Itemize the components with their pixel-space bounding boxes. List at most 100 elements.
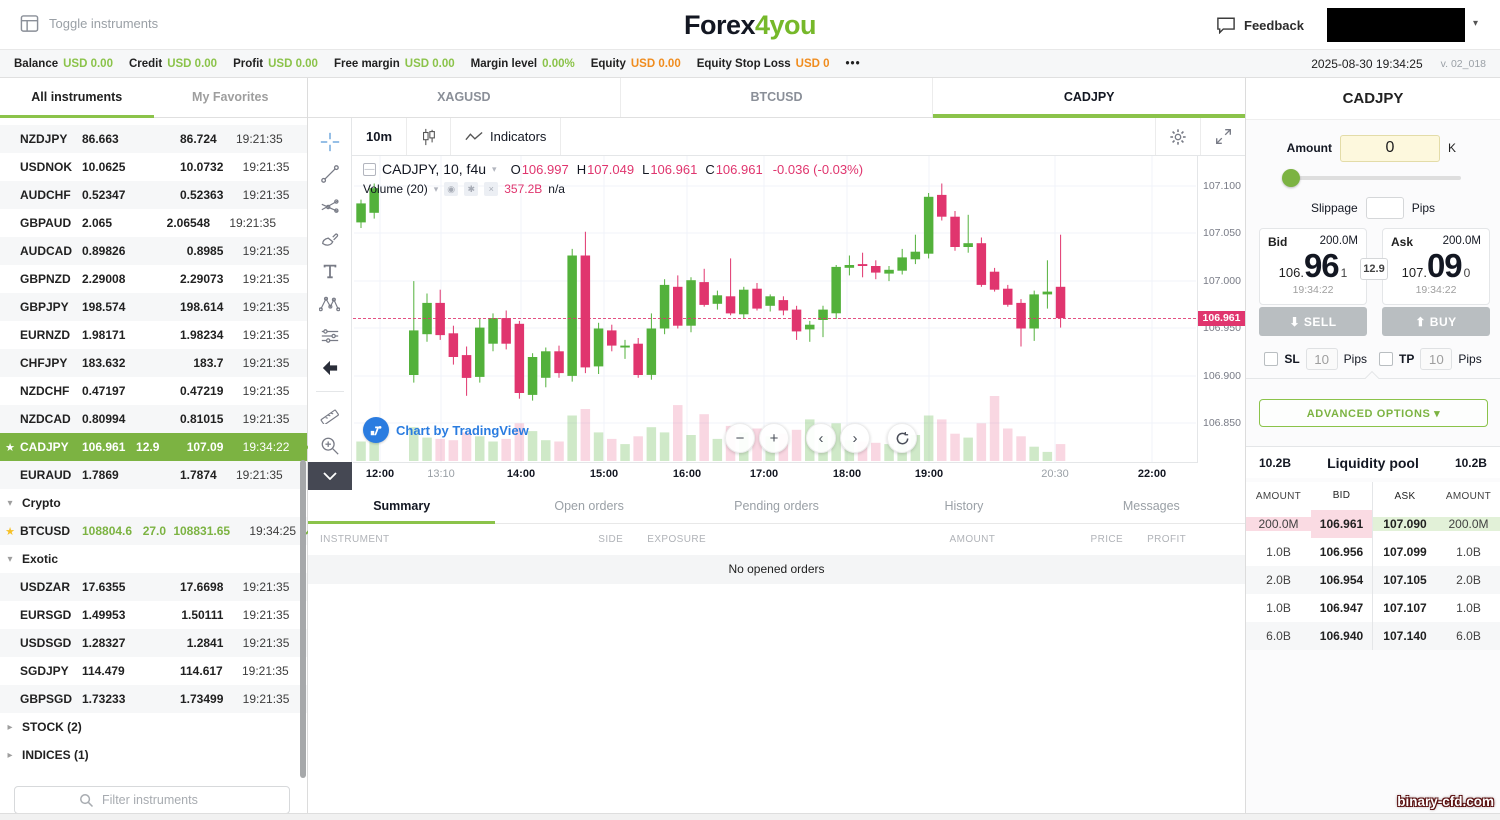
slider-knob[interactable] (1282, 169, 1300, 187)
tab-summary[interactable]: Summary (308, 490, 496, 524)
account-stat: Profit USD 0.00 (233, 58, 318, 70)
instrument-row-SGDJPY[interactable]: SGDJPY 114.479 114.617 19:21:35 (0, 657, 307, 685)
zoom-out-button[interactable]: − (725, 423, 755, 453)
instrument-row-NZDCAD[interactable]: NZDCAD 0.80994 0.81015 19:21:35 (0, 405, 307, 433)
account-stat: Credit USD 0.00 (129, 58, 217, 70)
sell-button[interactable]: ⬇ SELL (1259, 307, 1367, 336)
crosshair-icon[interactable] (313, 126, 347, 158)
toggle-instruments-button[interactable]: Toggle instruments (20, 14, 158, 33)
instrument-row-GBPAUD[interactable]: GBPAUD 2.065 2.06548 19:21:35 (0, 209, 307, 237)
instrument-row-USDNOK[interactable]: USDNOK 10.0625 10.0732 19:21:35 (0, 153, 307, 181)
instrument-row-GBPSGD[interactable]: GBPSGD 1.73233 1.73499 19:21:35 (0, 685, 307, 713)
instrument-row-AUDCHF[interactable]: AUDCHF 0.52347 0.52363 19:21:35 (0, 181, 307, 209)
favorite-star-icon[interactable]: ★ (5, 441, 15, 454)
indicators-button[interactable]: Indicators (451, 118, 562, 155)
chart-tab-BTCUSD[interactable]: BTCUSD (621, 78, 934, 117)
server-datetime: 2025-08-30 19:34:25 (1311, 56, 1423, 71)
close-icon[interactable]: × (484, 182, 499, 196)
instrument-row-GBPNZD[interactable]: GBPNZD 2.29008 2.29073 19:21:35 (0, 265, 307, 293)
price-axis[interactable]: 107.100 107.050 107.000 106.950 106.900 106.8… (1197, 156, 1245, 463)
visibility-icon[interactable]: ◉ (444, 182, 459, 196)
tab-messages[interactable]: Messages (1122, 499, 1180, 513)
instrument-row-EURNZD[interactable]: EURNZD 1.98171 1.98234 19:21:35 (0, 321, 307, 349)
collapse-toolbar-button[interactable] (308, 462, 352, 490)
arrow-left-icon[interactable] (313, 352, 347, 384)
instrument-row-NZDJPY[interactable]: NZDJPY 86.663 86.724 19:21:35 (0, 125, 307, 153)
chevron-down-icon[interactable]: ▾ (433, 183, 439, 194)
instrument-row-CHFJPY[interactable]: CHFJPY 183.632 183.7 19:21:35 (0, 349, 307, 377)
scroll-left-button[interactable]: ‹ (806, 423, 836, 453)
tp-checkbox[interactable] (1379, 352, 1393, 366)
tab-history[interactable]: History (944, 499, 984, 513)
tab-all-instruments[interactable]: All instruments (0, 78, 154, 118)
instrument-group[interactable]: ▾ Exotic (0, 545, 307, 573)
multi-line-icon[interactable] (313, 191, 347, 223)
timeframe-button[interactable]: 10m (352, 118, 408, 155)
zoom-in-button[interactable]: + (759, 423, 789, 453)
sl-checkbox[interactable] (1264, 352, 1279, 366)
chart-style-button[interactable] (407, 118, 452, 155)
pattern-icon[interactable] (313, 288, 347, 320)
filter-instruments-input[interactable] (102, 793, 252, 807)
feedback-button[interactable]: Feedback (1216, 16, 1304, 34)
favorite-star-icon[interactable]: ★ (5, 525, 15, 538)
chart-settings-button[interactable] (1155, 118, 1200, 155)
ask-card[interactable]: Ask 200.0M 107. 09 0 19:34:22 (1382, 228, 1490, 305)
tab-my-favorites[interactable]: My Favorites (192, 90, 269, 104)
forecast-icon[interactable] (313, 320, 347, 352)
slippage-input[interactable] (1365, 197, 1404, 219)
amount-input[interactable] (1340, 134, 1440, 162)
chevron-right-icon: ▸ (7, 721, 13, 733)
instrument-row-AUDCAD[interactable]: AUDCAD 0.89826 0.8985 19:21:35 (0, 237, 307, 265)
zoom-in-icon[interactable] (313, 430, 347, 462)
group-label: STOCK (2) (22, 720, 82, 734)
ask-pip-digit: 0 (1463, 266, 1471, 280)
scroll-right-button[interactable]: › (840, 423, 870, 453)
reset-view-button[interactable] (887, 423, 917, 453)
advanced-options-button[interactable]: ADVANCED OPTIONS ▾ (1259, 399, 1488, 427)
instrument-row-BTCUSD[interactable]: ★ BTCUSD 108804.6 27.0 108831.65 19:34:25 (0, 517, 320, 545)
bid-card[interactable]: Bid 200.0M 106. 96 1 19:34:22 (1259, 228, 1367, 305)
chart-tab-XAGUSD[interactable]: XAGUSD (308, 78, 621, 117)
instrument-group[interactable]: ▾ Crypto (0, 489, 307, 517)
instrument-row-GBPJPY[interactable]: GBPJPY 198.574 198.614 19:21:35 (0, 293, 307, 321)
orders-empty-message: No opened orders (308, 555, 1245, 584)
bottom-scrollbar-track[interactable] (0, 813, 1500, 820)
collapse-legend-icon[interactable]: — (363, 162, 376, 176)
bid-price: 198.574 (82, 300, 126, 314)
ruler-icon[interactable] (313, 397, 347, 429)
tab-open-orders[interactable]: Open orders (554, 499, 624, 513)
chevron-down-icon[interactable]: ▾ (492, 163, 497, 174)
sidebar-scrollbar[interactable] (300, 460, 306, 778)
liquidity-amount-bid: 200.0M (1246, 517, 1311, 531)
sl-input[interactable] (1305, 348, 1338, 370)
tab-pending-orders[interactable]: Pending orders (734, 499, 819, 513)
instrument-row-EURAUD[interactable]: EURAUD 1.7869 1.7874 19:21:35 (0, 461, 307, 489)
more-options-button[interactable]: ••• (845, 57, 861, 70)
instrument-row-USDZAR[interactable]: USDZAR 17.6355 17.6698 19:21:35 (0, 573, 307, 601)
tradingview-attribution[interactable]: Chart by TradingView (363, 417, 529, 443)
buy-button[interactable]: ⬆ BUY (1382, 307, 1490, 336)
trend-line-icon[interactable] (313, 158, 347, 190)
time-axis[interactable]: 12:00 13:10 14:00 15:00 16:00 17:00 18:00 19:00… (353, 464, 1245, 488)
instrument-group[interactable]: ▸ STOCK (2) (0, 713, 307, 741)
instrument-row-EURSGD[interactable]: EURSGD 1.49953 1.50111 19:21:35 (0, 601, 307, 629)
instrument-row-CADJPY[interactable]: ★ CADJPY 106.961 12.9 107.09 19:34:22 (0, 433, 314, 461)
fullscreen-button[interactable] (1200, 118, 1245, 155)
legend-symbol[interactable]: CADJPY, 10, f4u (382, 161, 487, 177)
settings-icon[interactable]: ✱ (464, 182, 479, 196)
instrument-row-NZDCHF[interactable]: NZDCHF 0.47197 0.47219 19:21:35 (0, 377, 307, 405)
chart-plot-area[interactable]: — CADJPY, 10, f4u ▾ O106.997 H107.049 L106… (353, 156, 1197, 463)
account-menu-button[interactable] (1327, 8, 1465, 42)
amount-slider[interactable] (1282, 169, 1461, 187)
liquidity-pool-header: 10.2B Liquidity pool 10.2B (1246, 446, 1500, 478)
instrument-group[interactable]: ▸ INDICES (1) (0, 741, 307, 769)
brush-icon[interactable] (313, 223, 347, 255)
liquidity-ask: 107.099 (1383, 545, 1427, 559)
instrument-row-USDSGD[interactable]: USDSGD 1.28327 1.2841 19:21:35 (0, 629, 307, 657)
volume-label[interactable]: Volume (20) (363, 182, 428, 196)
tp-input[interactable] (1420, 348, 1453, 370)
chevron-down-icon[interactable]: ▾ (1473, 18, 1479, 29)
text-icon[interactable] (313, 255, 347, 287)
chart-tab-CADJPY[interactable]: CADJPY (933, 78, 1245, 118)
